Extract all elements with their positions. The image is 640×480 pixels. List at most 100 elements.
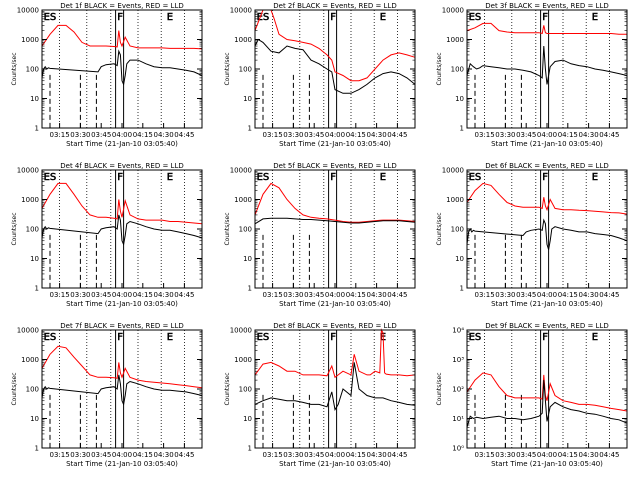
region-label: F xyxy=(117,12,123,23)
y-tick-label: 10000 xyxy=(17,167,39,175)
x-tick-label: 03:15 xyxy=(50,291,70,299)
x-tick-label: 04:00 xyxy=(112,291,132,299)
y-tick-label: 10000 xyxy=(17,327,39,335)
x-tick-label: 04:30 xyxy=(367,131,387,139)
y-tick-label: 10⁰ xyxy=(452,445,464,453)
x-tick-label: 03:15 xyxy=(263,451,283,459)
events-series-line xyxy=(466,218,628,250)
x-tick-label: 04:00 xyxy=(325,291,345,299)
lld-series-line xyxy=(41,182,203,225)
x-tick-label: 03:30 xyxy=(283,291,303,299)
y-tick-label: 100 xyxy=(26,386,39,394)
y-tick-label: 10 xyxy=(30,255,39,263)
region-label: E xyxy=(380,172,386,183)
x-axis-label: Start Time (21-Jan-10 03:05:40) xyxy=(491,460,603,468)
x-tick-label: 04:45 xyxy=(174,451,194,459)
y-tick-label: 1000 xyxy=(21,356,39,364)
x-axis-label: Start Time (21-Jan-10 03:05:40) xyxy=(491,300,603,308)
x-tick-label: 04:15 xyxy=(558,291,578,299)
events-series-line xyxy=(466,380,628,428)
y-tick-label: 10000 xyxy=(17,7,39,15)
events-series-line xyxy=(466,45,628,85)
y-axis-label: Counts/sec xyxy=(11,212,18,245)
y-tick-label: 10000 xyxy=(230,327,252,335)
x-tick-label: 04:45 xyxy=(599,451,619,459)
y-tick-label: 1 xyxy=(35,445,39,453)
lld-series-line xyxy=(254,182,416,223)
x-tick-label: 04:30 xyxy=(579,131,599,139)
x-tick-label: 03:45 xyxy=(91,131,111,139)
x-tick-label: 03:45 xyxy=(516,451,536,459)
events-series-line xyxy=(41,214,203,247)
y-tick-label: 10 xyxy=(243,255,252,263)
y-tick-label: 10 xyxy=(30,415,39,423)
events-series-line xyxy=(254,217,416,225)
x-axis-label: Start Time (21-Jan-10 03:05:40) xyxy=(66,460,178,468)
region-label: E xyxy=(380,12,386,23)
region-label: ES xyxy=(44,172,57,183)
plot-frame xyxy=(466,329,628,449)
lld-series-line xyxy=(41,345,203,389)
x-tick-label: 03:30 xyxy=(283,131,303,139)
region-label: E xyxy=(592,332,598,343)
x-tick-label: 04:30 xyxy=(154,131,174,139)
events-series-line xyxy=(254,362,416,411)
lld-series-line xyxy=(254,9,416,82)
x-tick-label: 03:45 xyxy=(91,451,111,459)
y-tick-label: 1 xyxy=(35,125,39,133)
y-tick-label: 100 xyxy=(451,66,464,74)
region-label: ES xyxy=(469,172,482,183)
x-tick-label: 04:30 xyxy=(579,451,599,459)
x-tick-label: 03:30 xyxy=(70,131,90,139)
y-tick-label: 100 xyxy=(239,386,252,394)
chart-title: Det 7f BLACK = Events, RED = LLD xyxy=(60,322,183,330)
x-tick-label: 04:45 xyxy=(174,291,194,299)
y-axis-label: Counts/sec xyxy=(436,52,443,85)
y-tick-label: 10 xyxy=(30,95,39,103)
y-tick-label: 100 xyxy=(26,66,39,74)
x-tick-label: 04:30 xyxy=(154,291,174,299)
y-tick-label: 10000 xyxy=(230,7,252,15)
x-tick-label: 04:45 xyxy=(174,131,194,139)
y-tick-label: 1 xyxy=(248,285,252,293)
x-tick-label: 04:00 xyxy=(325,451,345,459)
region-label: ES xyxy=(257,12,270,23)
events-series-line xyxy=(254,38,416,94)
x-tick-label: 03:15 xyxy=(475,291,495,299)
y-tick-label: 10000 xyxy=(230,167,252,175)
plot-frame xyxy=(254,9,416,129)
plot-frame xyxy=(466,9,628,129)
region-label: F xyxy=(330,172,336,183)
region-label: ES xyxy=(469,332,482,343)
x-tick-label: 04:00 xyxy=(537,131,557,139)
x-tick-label: 04:30 xyxy=(579,291,599,299)
x-tick-label: 04:45 xyxy=(599,131,619,139)
plot-frame xyxy=(41,169,203,289)
lld-series-line xyxy=(41,24,203,50)
y-tick-label: 10⁴ xyxy=(452,327,464,335)
x-tick-label: 04:30 xyxy=(367,451,387,459)
lld-series-line xyxy=(466,182,628,215)
y-tick-label: 1000 xyxy=(21,196,39,204)
x-tick-label: 03:15 xyxy=(475,451,495,459)
y-tick-label: 1000 xyxy=(234,36,252,44)
x-tick-label: 03:45 xyxy=(304,451,324,459)
x-tick-label: 03:30 xyxy=(70,451,90,459)
y-tick-label: 100 xyxy=(239,66,252,74)
x-tick-label: 03:15 xyxy=(263,131,283,139)
lld-series-line xyxy=(466,372,628,412)
y-axis-label: Counts/sec xyxy=(436,372,443,405)
x-tick-label: 04:15 xyxy=(558,131,578,139)
y-tick-label: 1000 xyxy=(21,36,39,44)
region-label: F xyxy=(330,332,336,343)
y-tick-label: 1000 xyxy=(234,196,252,204)
x-tick-label: 04:00 xyxy=(325,131,345,139)
chart-title: Det 4f BLACK = Events, RED = LLD xyxy=(60,162,183,170)
x-tick-label: 03:45 xyxy=(304,291,324,299)
